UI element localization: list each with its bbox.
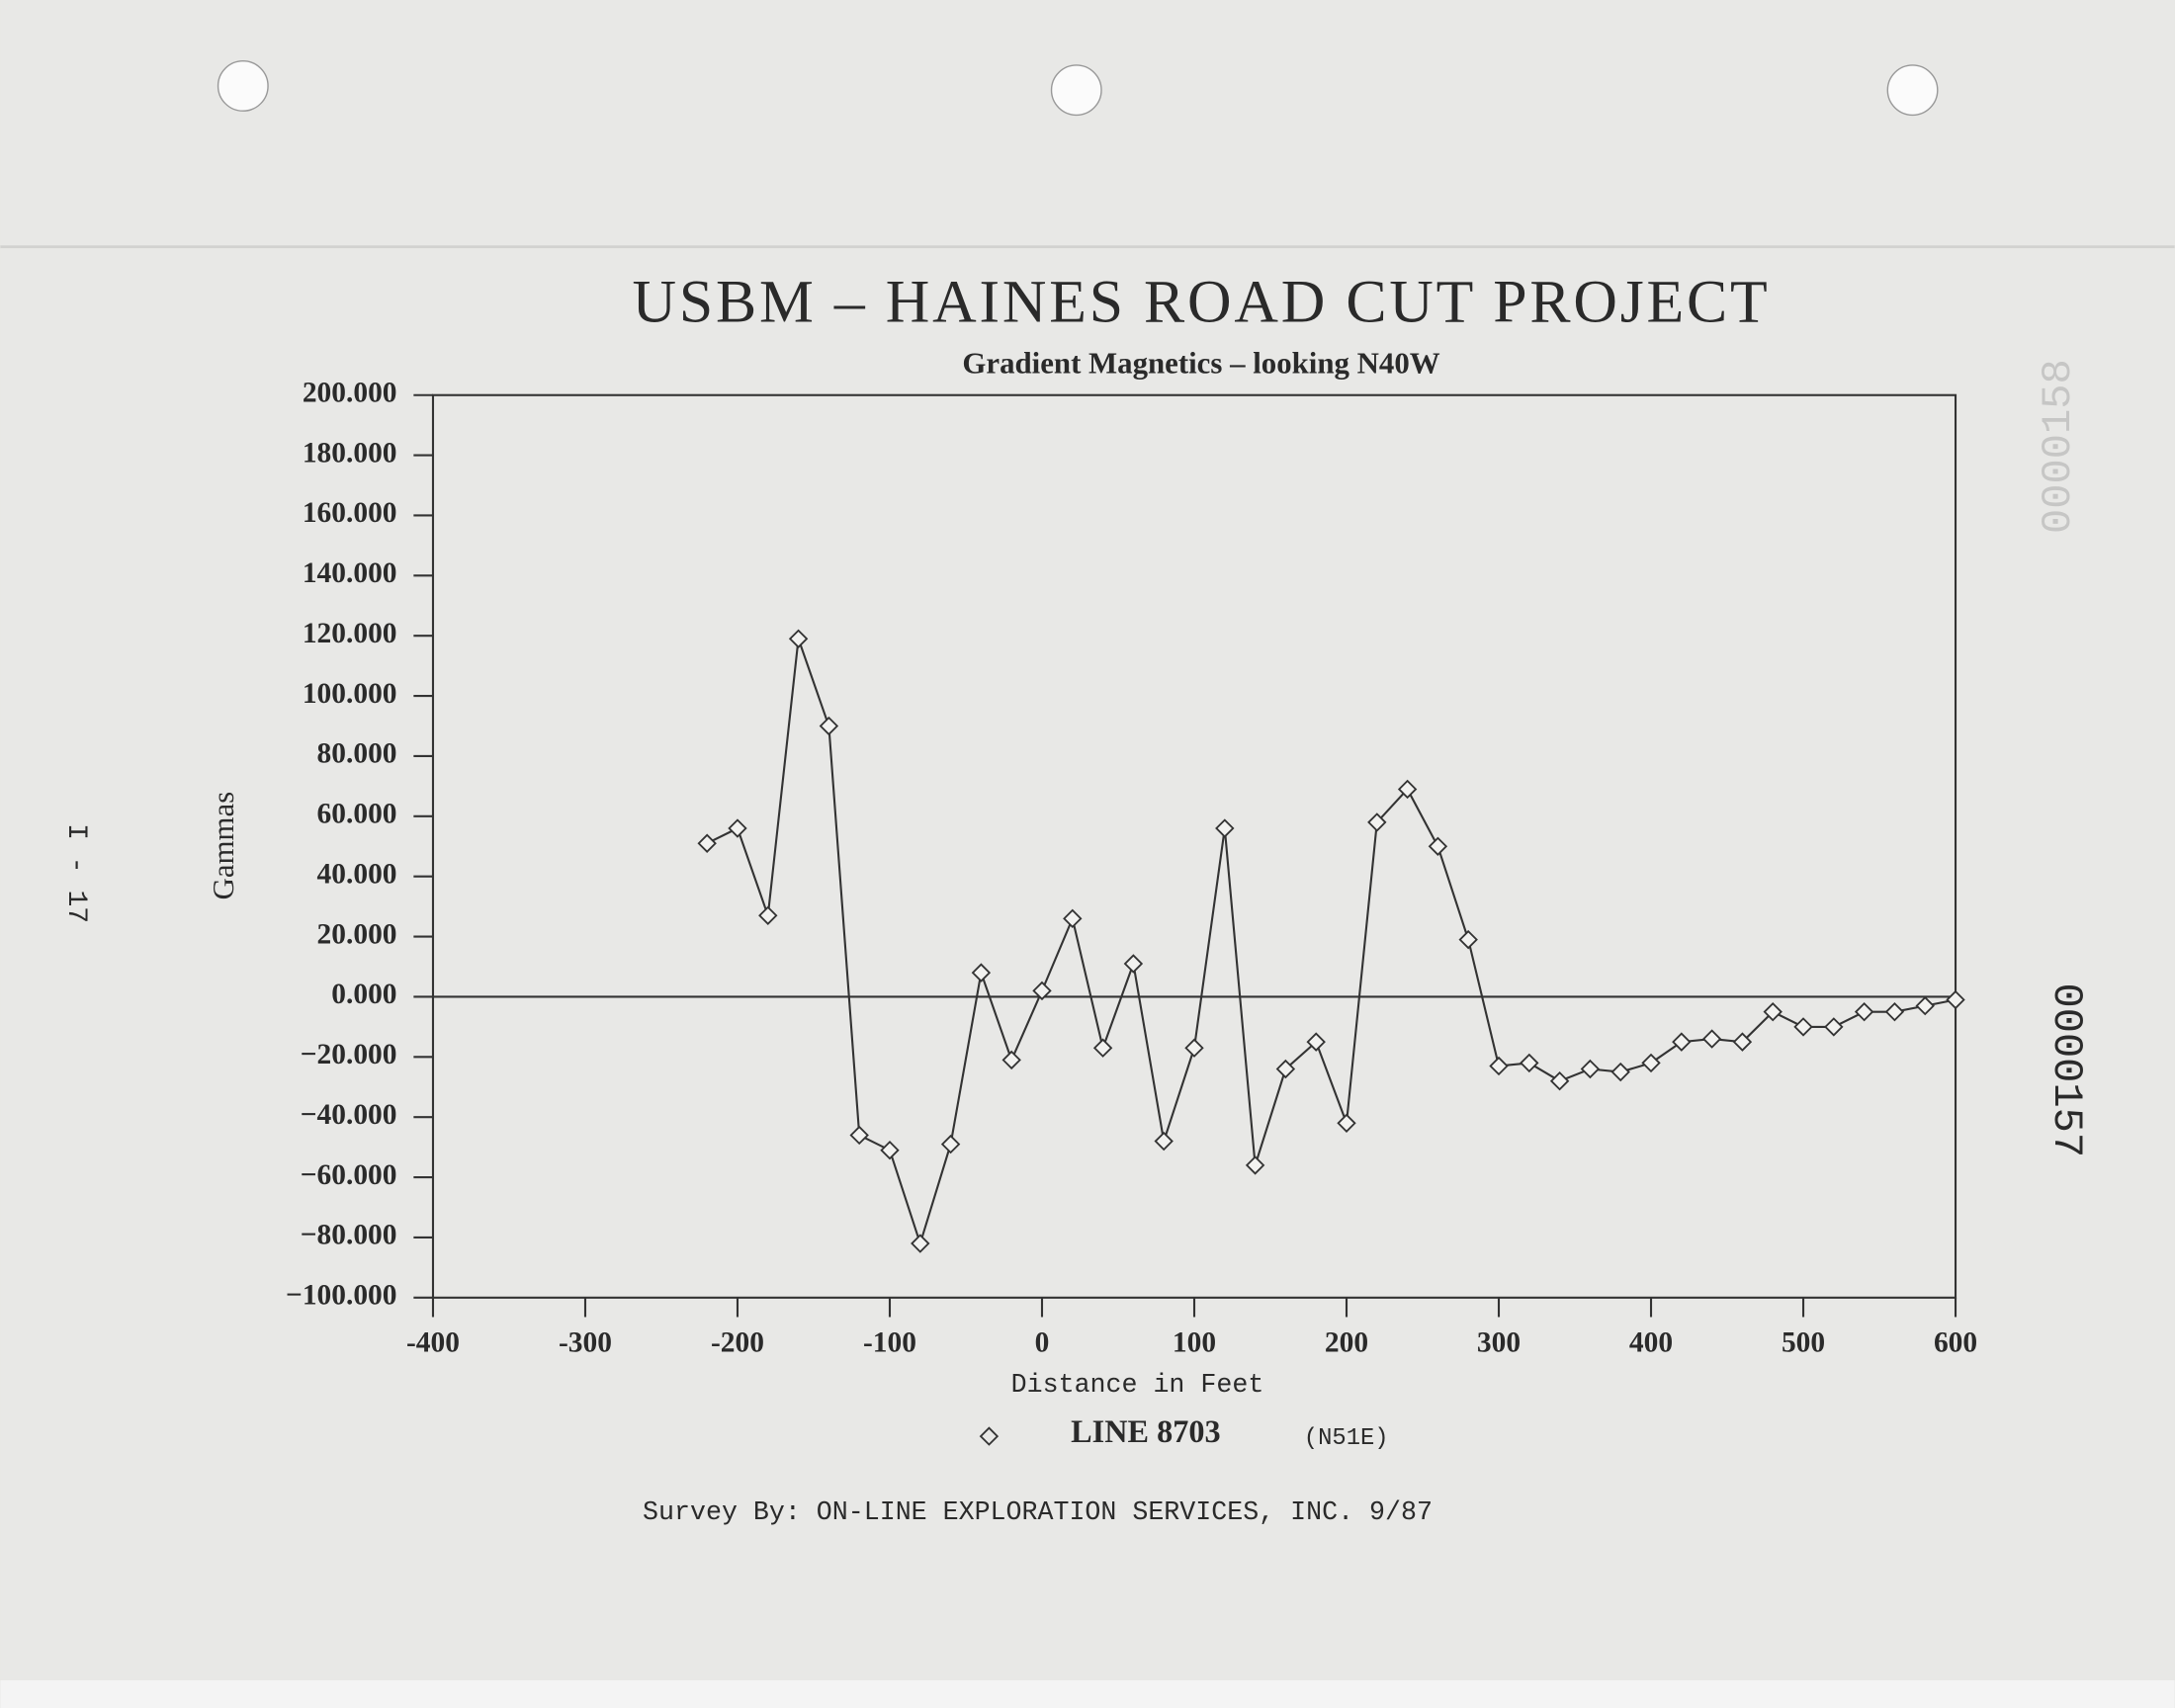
y-tick-label: 40.000 — [317, 858, 397, 890]
x-tick-label: 200 — [1325, 1326, 1368, 1358]
y-tick-label: −40.000 — [301, 1099, 397, 1131]
data-point — [697, 833, 717, 853]
data-point — [1337, 1113, 1356, 1134]
data-point — [1520, 1053, 1539, 1073]
chart-subtitle: Gradient Magnetics – looking N40W — [962, 346, 1439, 380]
data-point — [1580, 1059, 1601, 1079]
x-tick-label: 400 — [1629, 1326, 1673, 1358]
footer: Survey By: ON-LINE EXPLORATION SERVICES,… — [643, 1497, 1433, 1527]
data-point — [1275, 1059, 1296, 1079]
data-point — [1428, 836, 1448, 856]
data-point — [1001, 1050, 1021, 1070]
margin-note: I - 17 — [60, 823, 91, 923]
data-point — [1063, 908, 1083, 929]
y-tick-label: −80.000 — [301, 1220, 397, 1251]
x-tick-label: -100 — [863, 1326, 916, 1358]
data-point — [1884, 1001, 1905, 1022]
data-point — [1672, 1032, 1692, 1052]
legend-note: (N51E) — [1304, 1425, 1389, 1452]
y-tick-label: 180.000 — [303, 437, 397, 469]
punch-hole — [1050, 64, 1102, 117]
x-tick-label: 0 — [1035, 1326, 1050, 1358]
data-point — [1154, 1131, 1174, 1152]
data-point — [1092, 1038, 1113, 1058]
paper-edge — [0, 1679, 2175, 1708]
y-tick-label: −20.000 — [301, 1039, 397, 1070]
data-point — [758, 905, 778, 925]
data-line — [706, 638, 1957, 1247]
legend-label: LINE 8703 — [1071, 1413, 1220, 1449]
data-point — [1763, 1001, 1783, 1022]
data-point — [1458, 929, 1478, 950]
y-tick-label: −60.000 — [301, 1159, 397, 1191]
data-point — [1306, 1032, 1326, 1052]
data-point — [1793, 1017, 1813, 1037]
x-tick-label: 600 — [1934, 1326, 1977, 1358]
x-axis-label: Distance in Feet — [1011, 1370, 1264, 1400]
data-point — [1824, 1017, 1844, 1037]
y-tick-label: −100.000 — [286, 1280, 396, 1312]
x-tick-label: 500 — [1782, 1326, 1825, 1358]
plot: −100.000 −80.000 −60.000 −40.000 −20.000 0.00… — [286, 378, 1977, 1446]
data-point — [880, 1140, 900, 1160]
data-point — [911, 1234, 930, 1253]
y-axis-label: Gammas — [207, 792, 240, 900]
data-point — [1701, 1029, 1722, 1049]
y-tick-label: 120.000 — [303, 618, 397, 649]
x-tick-label: -200 — [711, 1326, 764, 1358]
x-tick-label: -300 — [559, 1326, 612, 1358]
y-tick-label: 100.000 — [303, 678, 397, 710]
data-point — [1854, 1001, 1874, 1022]
data-point — [819, 716, 839, 736]
x-tick-label: -400 — [406, 1326, 460, 1358]
data-point — [1032, 981, 1052, 1001]
y-tick-label: 160.000 — [303, 497, 397, 529]
data-point — [1215, 818, 1235, 838]
data-point — [1123, 954, 1144, 974]
y-tick-label: 80.000 — [317, 738, 397, 770]
data-point — [788, 629, 809, 648]
data-point — [1946, 989, 1965, 1010]
legend-marker — [979, 1426, 1000, 1446]
data-point — [1367, 812, 1387, 832]
chart-title: USBM – HAINES ROAD CUT PROJECT — [633, 269, 1771, 336]
margin-note: 0000158 — [2035, 359, 2082, 534]
data-point — [1184, 1038, 1204, 1058]
y-tick-label: 200.000 — [303, 378, 397, 409]
x-tick-label: 300 — [1477, 1326, 1521, 1358]
punch-hole — [217, 60, 269, 112]
data-point — [1641, 1053, 1661, 1073]
x-tick-label: 100 — [1173, 1326, 1216, 1358]
data-point — [1489, 1056, 1509, 1076]
data-point — [1245, 1155, 1265, 1175]
data-point — [1610, 1062, 1630, 1082]
data-point — [971, 963, 992, 982]
data-point — [849, 1125, 869, 1146]
y-tick-label: 20.000 — [317, 918, 397, 950]
data-point — [1915, 995, 1935, 1016]
data-point — [728, 818, 747, 838]
data-point — [1397, 779, 1418, 800]
data-point — [940, 1134, 961, 1154]
punch-hole — [1886, 64, 1939, 117]
y-tick-label: 0.000 — [331, 979, 396, 1010]
data-point — [1549, 1070, 1570, 1091]
y-tick-label: 60.000 — [317, 799, 397, 830]
y-tick-label: 140.000 — [303, 557, 397, 589]
margin-note: 0000157 — [2043, 982, 2090, 1157]
data-point — [1732, 1032, 1753, 1052]
